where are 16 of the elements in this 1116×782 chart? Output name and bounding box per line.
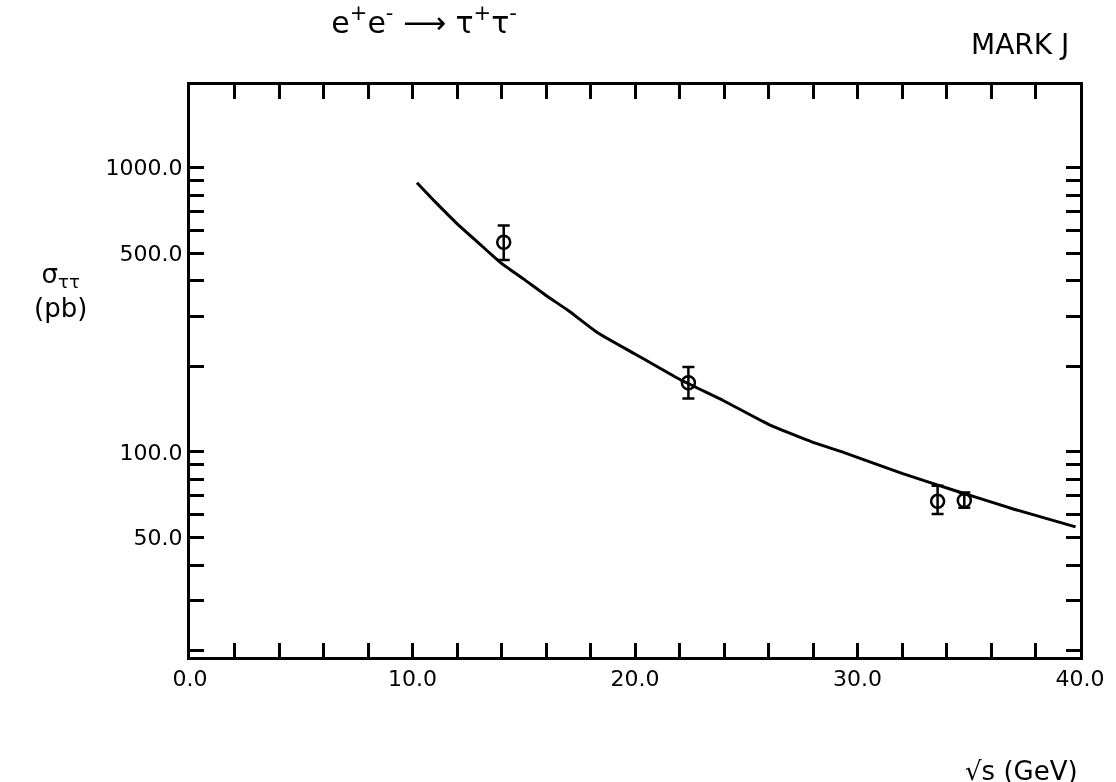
x-tick-label: 30.0 [833,666,882,692]
y-tick-label: 50.0 [133,525,183,551]
line-series [415,181,1078,529]
point [680,375,697,391]
point [929,493,946,510]
point [495,234,512,250]
y-axis-title: σ$_{ττ}$ (pb) [34,259,88,323]
chart-title: e$^{+}$e$^{-}$ ⟶ τ$^{+}$τ$^{-}$ [331,1,517,40]
x-tick-label: 10.0 [388,666,437,692]
y-tick-label: 100.0 [119,439,183,465]
y-tick-label: 1000.0 [105,155,183,181]
text: MARK J [971,28,1070,61]
x-tick-label: 0.0 [172,666,208,692]
x-tick-label: 40.0 [1055,666,1105,692]
x-tick-label: 20.0 [610,666,660,692]
y-tick-label: 500.0 [119,240,183,266]
